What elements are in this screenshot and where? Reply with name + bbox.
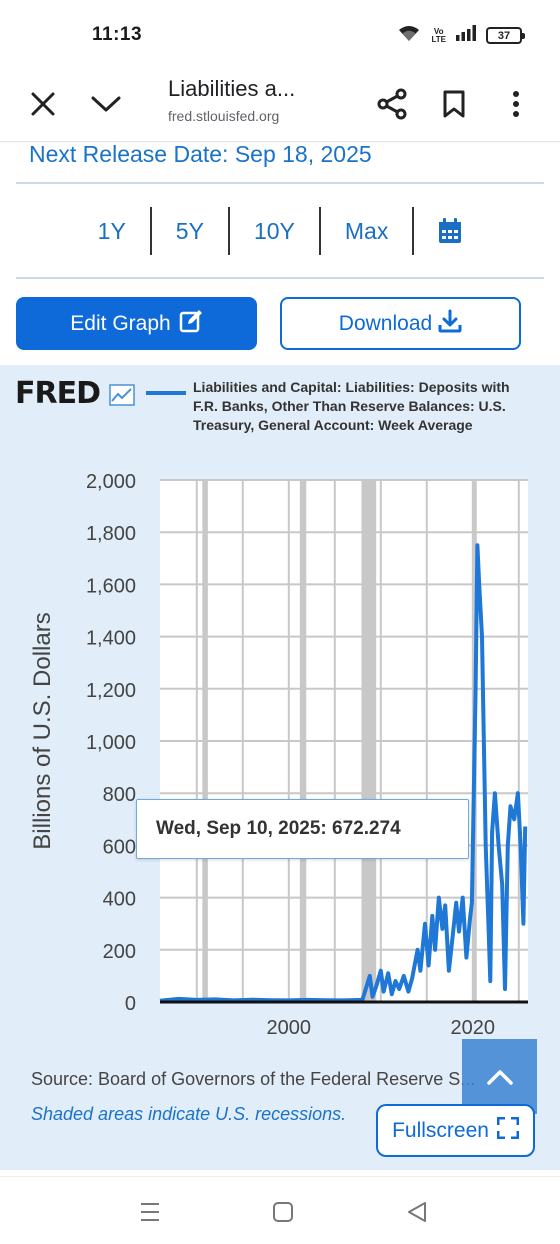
y-tick-label: 1,800 xyxy=(86,523,136,545)
range-separator xyxy=(318,207,321,255)
source-note[interactable]: Source: Board of Governors of the Federa… xyxy=(31,1069,476,1089)
legend-label: Liabilities and Capital: Liabilities: De… xyxy=(193,379,510,433)
fred-logo: FRED xyxy=(15,376,136,411)
y-tick-label: 1,400 xyxy=(86,628,136,650)
fred-chart-icon xyxy=(109,383,136,406)
series-line xyxy=(159,543,528,1003)
status-time: 11:13 xyxy=(92,24,143,45)
recent-apps-icon[interactable] xyxy=(135,1197,165,1227)
range-max-button[interactable]: Max xyxy=(344,217,389,244)
chart-tooltip: Wed, Sep 10, 2025: 672.274 xyxy=(136,799,469,859)
range-10y-button[interactable]: 10Y xyxy=(253,217,295,244)
status-bar: 11:13 Vo LTE 37 xyxy=(0,0,560,68)
more-vertical-icon[interactable] xyxy=(496,84,536,124)
y-tick-label: 400 xyxy=(103,889,136,911)
fullscreen-icon xyxy=(496,1116,520,1145)
range-5y-button[interactable]: 5Y xyxy=(175,217,204,244)
fred-logo-text: FRED xyxy=(15,376,101,411)
y-tick-label: 1,000 xyxy=(86,732,136,754)
bookmark-icon[interactable] xyxy=(434,84,474,124)
volte-icon: Vo LTE xyxy=(431,26,446,44)
scroll-to-top-button[interactable] xyxy=(462,1039,537,1114)
divider xyxy=(16,277,544,279)
calendar-icon[interactable] xyxy=(414,207,486,255)
next-release-date: Next Release Date: Sep 18, 2025 xyxy=(29,141,372,167)
divider xyxy=(16,182,544,184)
range-selector: 1Y 5Y 10Y Max xyxy=(16,205,544,257)
y-tick-label: 2,000 xyxy=(86,471,136,493)
range-separator xyxy=(412,207,415,255)
wifi-icon xyxy=(397,24,421,47)
download-icon xyxy=(438,309,462,339)
range-1y-button[interactable]: 1Y xyxy=(97,217,126,244)
y-tick-label: 600 xyxy=(103,836,136,858)
legend-swatch xyxy=(146,391,186,395)
page-url[interactable]: fred.stlouisfed.org xyxy=(168,108,280,124)
x-tick-label: 2000 xyxy=(267,1017,312,1039)
system-nav-bar xyxy=(0,1176,560,1244)
edit-graph-button[interactable]: Edit Graph xyxy=(16,297,257,350)
y-tick-label: 800 xyxy=(103,784,136,806)
y-axis-title: Billions of U.S. Dollars xyxy=(29,612,56,849)
battery-icon: 37 xyxy=(486,27,525,44)
browser-toolbar xyxy=(0,68,560,142)
edit-graph-label: Edit Graph xyxy=(70,311,171,335)
edit-icon xyxy=(179,309,203,339)
close-icon[interactable] xyxy=(23,84,63,124)
chevron-up-icon xyxy=(486,1069,513,1085)
status-icons: Vo LTE 37 xyxy=(397,24,525,47)
share-icon[interactable] xyxy=(372,84,412,124)
fullscreen-button[interactable]: Fullscreen xyxy=(376,1104,535,1157)
page-title[interactable]: Liabilities a... xyxy=(168,76,296,101)
recession-note: Shaded areas indicate U.S. recessions. xyxy=(31,1104,347,1124)
y-tick-label: 1,600 xyxy=(86,575,136,597)
download-label: Download xyxy=(338,311,433,335)
fullscreen-label: Fullscreen xyxy=(392,1118,489,1142)
x-tick-label: 2020 xyxy=(451,1017,496,1039)
y-tick-label: 1,200 xyxy=(86,680,136,702)
toolbar-divider xyxy=(0,141,560,143)
signal-icon xyxy=(456,25,476,46)
chart[interactable]: 0 200 400 600 800 1,000 1,200 1,400 1,600 1,800 2,… xyxy=(0,450,560,1050)
range-separator xyxy=(227,207,230,255)
y-tick-label: 0 xyxy=(125,993,136,1015)
y-tick-label: 200 xyxy=(103,941,136,963)
home-icon[interactable] xyxy=(268,1197,298,1227)
chevron-down-icon[interactable] xyxy=(86,84,126,124)
back-icon[interactable] xyxy=(402,1197,432,1227)
range-separator xyxy=(149,207,152,255)
download-button[interactable]: Download xyxy=(280,297,521,350)
